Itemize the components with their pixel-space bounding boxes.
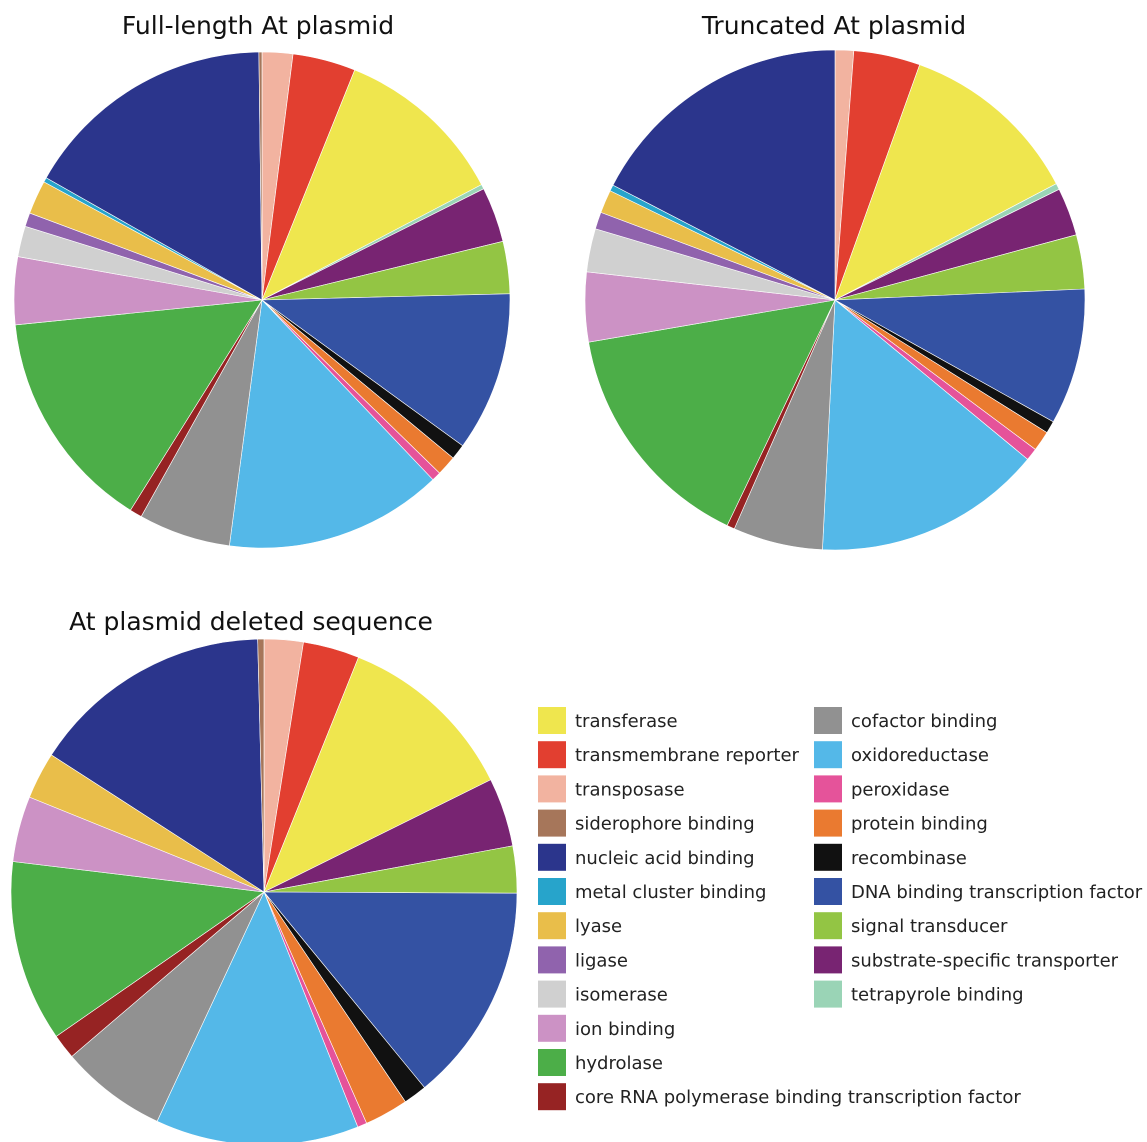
pie-slice-nucleic-acid-binding (45, 51, 263, 301)
pie-slice-dna-binding-transcription-factor (833, 288, 1086, 423)
pie-slice-dna-binding-transcription-factor (263, 891, 518, 1088)
legend-swatch-oxidoreductase (814, 741, 842, 769)
legend: transferase transmembrane reporter transpo… (538, 707, 1143, 1111)
legend-label-nucleic-acid-binding: nucleic acid binding (575, 848, 755, 869)
pie-slice-hydrolase (588, 299, 836, 526)
legend-swatch-isomerase (538, 980, 566, 1008)
pie-slice-dna-binding-transcription-factor (261, 293, 511, 447)
pie-slices-deleted-sequence (10, 638, 518, 1142)
legend-swatch-peroxidase (814, 775, 842, 803)
chart-title-deleted-sequence: At plasmid deleted sequence (69, 607, 433, 636)
legend-label-oxidoreductase: oxidoreductase (851, 745, 989, 766)
legend-swatch-hydrolase (538, 1049, 566, 1076)
legend-swatch-recombinase (814, 843, 842, 871)
legend-label-core-rna-polymerase-binding-transcription-factor: core RNA polymerase binding transcriptio… (575, 1087, 1021, 1108)
legend-swatch-transferase (538, 707, 566, 734)
legend-swatch-tetrapyrole-binding (814, 980, 842, 1008)
legend-label-metal-cluster-binding: metal cluster binding (575, 882, 766, 903)
pie-slice-oxidoreductase (156, 891, 359, 1142)
legend-label-signal-transducer: signal transducer (851, 916, 1008, 937)
pie-slices-truncated (584, 49, 1086, 551)
pie-slice-oxidoreductase (822, 299, 1029, 551)
pie-slice-nucleic-acid-binding (612, 49, 836, 301)
pie-chart-truncated: Truncated At plasmid (584, 11, 1086, 551)
legend-label-lyase: lyase (575, 916, 622, 937)
legend-label-peroxidase: peroxidase (851, 779, 950, 800)
legend-label-protein-binding: protein binding (851, 814, 988, 835)
pie-chart-full-length: Full-length At plasmid (13, 11, 511, 549)
legend-swatch-substrate-specific-transporter (814, 946, 842, 974)
legend-swatch-siderophore-binding (538, 809, 566, 837)
pie-slice-hydrolase (14, 299, 263, 511)
pie-slice-siderophore-binding (258, 51, 263, 301)
legend-label-cofactor-binding: cofactor binding (851, 711, 997, 732)
pie-slice-nucleic-acid-binding (50, 638, 265, 893)
legend-swatch-ion-binding (538, 1014, 566, 1042)
legend-label-tetrapyrole-binding: tetrapyrole binding (851, 985, 1024, 1006)
legend-swatch-dna-binding-transcription-factor (814, 878, 842, 905)
legend-label-ion-binding: ion binding (575, 1019, 675, 1040)
legend-swatch-ligase (538, 946, 566, 974)
legend-label-recombinase: recombinase (851, 848, 967, 869)
legend-swatch-signal-transducer (814, 912, 842, 940)
pie-slice-transferase (261, 69, 482, 301)
pie-slice-transferase (263, 656, 492, 893)
legend-label-ligase: ligase (575, 950, 628, 971)
legend-label-substrate-specific-transporter: substrate-specific transporter (851, 950, 1119, 971)
pie-chart-deleted-sequence: At plasmid deleted sequence (10, 607, 518, 1142)
legend-label-hydrolase: hydrolase (575, 1053, 663, 1074)
legend-swatch-transposase (538, 775, 566, 803)
pie-slice-hydrolase (10, 861, 265, 1037)
legend-label-isomerase: isomerase (575, 985, 668, 1006)
legend-swatch-transmembrane-reporter (538, 741, 566, 769)
legend-swatch-core-rna-polymerase-binding-transcription-factor (538, 1083, 566, 1111)
chart-title-full-length: Full-length At plasmid (122, 11, 394, 40)
legend-swatch-metal-cluster-binding (538, 878, 566, 905)
legend-label-siderophore-binding: siderophore binding (575, 814, 755, 835)
legend-swatch-nucleic-acid-binding (538, 843, 566, 871)
pie-slice-oxidoreductase (229, 299, 434, 549)
legend-swatch-lyase (538, 912, 566, 940)
legend-label-transposase: transposase (575, 779, 685, 800)
chart-title-truncated: Truncated At plasmid (701, 11, 966, 40)
pie-slice-cofactor-binding (71, 891, 265, 1122)
legend-swatch-cofactor-binding (814, 707, 842, 734)
pie-slice-siderophore-binding (257, 638, 265, 893)
legend-swatch-protein-binding (814, 809, 842, 837)
legend-label-dna-binding-transcription-factor: DNA binding transcription factor (851, 882, 1143, 903)
legend-label-transmembrane-reporter: transmembrane reporter (575, 745, 800, 766)
legend-label-transferase: transferase (575, 711, 678, 732)
pie-slices-full-length (13, 51, 511, 549)
pie-slice-transferase (834, 64, 1057, 301)
